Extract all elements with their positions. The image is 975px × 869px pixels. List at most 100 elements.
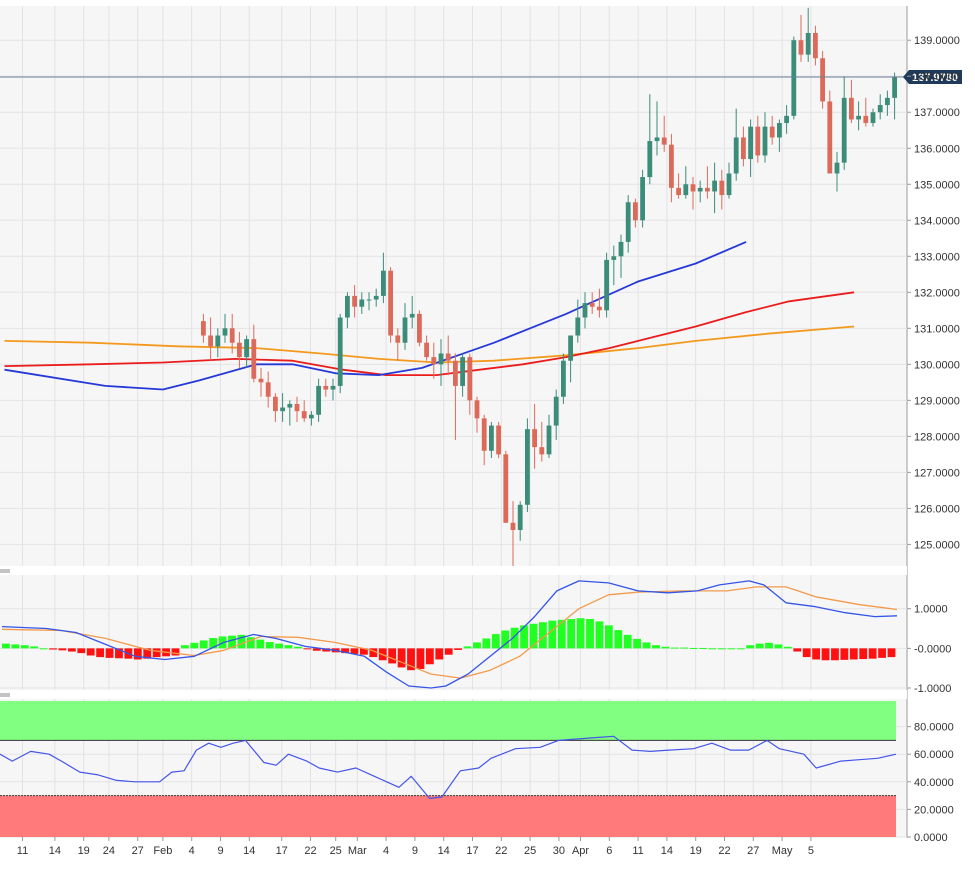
candle-body-74 [733, 137, 739, 174]
candle-78 [762, 112, 768, 163]
x-tick-10: 22 [304, 845, 316, 857]
candle-body-50 [561, 360, 566, 397]
candle-body-48 [546, 425, 552, 455]
macd-panel[interactable] [0, 575, 907, 690]
candle-4 [229, 313, 235, 354]
candle-77 [755, 115, 761, 163]
candle-80 [777, 119, 782, 152]
x-tick-11: 25 [330, 845, 342, 857]
macd-bar-79 [746, 645, 755, 649]
macd-bar-11 [105, 648, 114, 658]
candle-body-66 [676, 187, 681, 196]
macd-bar-4 [39, 648, 48, 650]
candle-38 [474, 396, 480, 433]
candle-87 [827, 90, 833, 174]
candle-body-65 [669, 144, 674, 188]
candle-63 [654, 101, 660, 156]
candle-body-4 [229, 328, 235, 343]
macd-bar-60 [567, 619, 576, 649]
candle-59 [625, 195, 631, 253]
candle-24 [373, 288, 379, 307]
candle-65 [669, 133, 674, 203]
candle-51 [568, 335, 573, 383]
candle-body-82 [791, 40, 797, 116]
price-y-tick-14: 125.0000 [914, 539, 960, 551]
macd-bar-15 [143, 648, 152, 659]
candle-94 [877, 94, 883, 120]
macd-bar-45 [425, 648, 434, 665]
macd-bar-36 [341, 648, 349, 654]
candle-body-51 [568, 335, 573, 361]
candle-body-53 [582, 303, 588, 318]
macd-bar-51 [482, 638, 491, 649]
candle-49 [553, 389, 559, 440]
candle-69 [697, 180, 703, 203]
candle-body-78 [762, 126, 768, 156]
macd-bar-43 [407, 648, 415, 671]
rsi-y-tick-2: 40.0000 [914, 777, 954, 789]
macd-bar-68 [642, 642, 651, 649]
candle-33 [438, 339, 444, 386]
panel-divider-rsi[interactable] [0, 690, 907, 699]
candle-body-62 [647, 141, 653, 178]
candle-3 [222, 313, 228, 343]
candle-body-39 [481, 418, 487, 451]
candle-body-5 [237, 342, 242, 358]
candle-body-85 [813, 33, 818, 59]
macd-bar-33 [312, 648, 321, 651]
candle-71 [712, 162, 717, 214]
candle-15 [309, 411, 314, 426]
candle-79 [769, 115, 775, 145]
candle-body-60 [633, 202, 638, 221]
candle-89 [841, 76, 847, 170]
macd-y-tick-2: -1.0000 [914, 683, 951, 695]
macd-bar-26 [246, 637, 255, 649]
macd-y-tick-0: 1.0000 [914, 604, 948, 616]
candle-body-72 [719, 180, 725, 196]
candle-18 [330, 378, 336, 401]
candle-46 [532, 403, 537, 469]
x-tick-5: Feb [153, 845, 172, 857]
candle-body-59 [625, 202, 631, 242]
x-tick-17: 22 [495, 845, 507, 857]
candle-body-20 [345, 295, 350, 318]
candle-body-33 [438, 353, 444, 365]
macd-bar-8 [77, 648, 86, 654]
macd-bar-70 [661, 646, 670, 649]
candle-body-54 [589, 303, 595, 307]
candle-82 [791, 36, 797, 120]
candle-57 [611, 245, 617, 286]
macd-bar-82 [774, 644, 783, 649]
macd-bar-22 [209, 638, 218, 649]
price-y-tick-6: 133.0000 [914, 251, 960, 263]
panel-divider-macd[interactable] [0, 566, 907, 575]
price-panel[interactable] [0, 6, 907, 566]
candle-body-58 [618, 241, 624, 257]
candle-9 [265, 371, 271, 408]
macd-bar-78 [736, 648, 745, 650]
candle-body-35 [453, 360, 458, 386]
candle-23 [366, 292, 372, 311]
candle-body-30 [417, 313, 422, 343]
candle-body-89 [841, 97, 847, 163]
candle-95 [885, 90, 890, 116]
macd-bar-63 [595, 621, 604, 649]
macd-bar-20 [190, 642, 199, 649]
candle-body-9 [265, 382, 271, 397]
candle-body-3 [222, 328, 228, 336]
candle-body-81 [784, 115, 789, 124]
candle-50 [561, 353, 566, 404]
macd-bar-85 [802, 648, 811, 658]
candle-body-13 [294, 403, 300, 412]
candle-39 [481, 414, 487, 466]
x-tick-20: Apr [572, 845, 589, 857]
x-tick-1: 14 [49, 845, 61, 857]
macd-bar-75 [708, 648, 717, 650]
macd-bar-90 [849, 648, 858, 660]
candle-body-63 [654, 137, 660, 142]
macd-bar-7 [67, 648, 76, 652]
candle-0 [201, 313, 206, 343]
macd-bar-77 [727, 648, 736, 650]
macd-bar-3 [30, 646, 39, 649]
